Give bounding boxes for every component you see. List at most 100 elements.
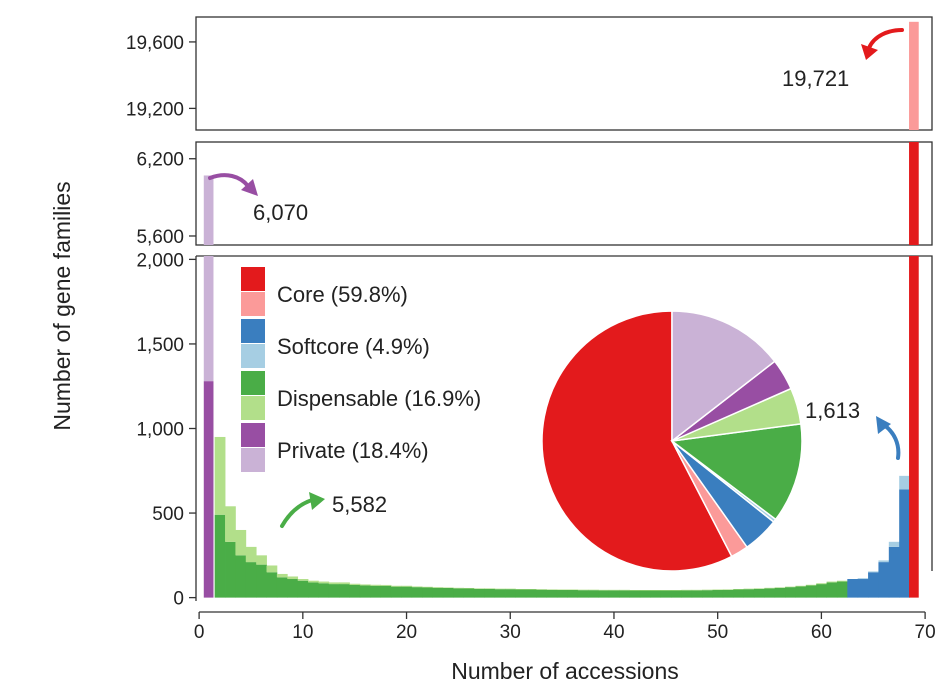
dispensable-bar-61 xyxy=(826,582,838,598)
dispensable-light-bar-26 xyxy=(463,587,475,589)
y-tick-label: 6,200 xyxy=(136,150,184,171)
dispensable-light-bar-17 xyxy=(370,584,382,586)
legend-swatch-light xyxy=(241,292,265,316)
dispensable-light-bar-22 xyxy=(422,586,433,588)
dispensable-bar-24 xyxy=(442,587,454,598)
dispensable-light-bar-45 xyxy=(660,590,672,591)
softcore-bar-68 xyxy=(899,489,910,598)
legend-swatch-light xyxy=(241,344,265,368)
core-bar xyxy=(909,256,919,598)
annotation-core: 19,721 xyxy=(782,66,849,91)
dispensable-light-bar-8 xyxy=(276,573,288,578)
dispensable-light-bar-33 xyxy=(536,589,547,590)
y-tick-label: 1,000 xyxy=(136,420,184,441)
pie-slice-0 xyxy=(541,310,733,572)
dispensable-bar-47 xyxy=(681,590,693,598)
dispensable-light-bar-60 xyxy=(816,583,827,585)
annotation-dispensable: 5,582 xyxy=(332,492,387,517)
dispensable-bar-12 xyxy=(318,583,330,598)
annotation-private: 6,070 xyxy=(253,200,308,225)
softcore-light-bar-68 xyxy=(899,475,910,490)
arrow-softcore xyxy=(882,423,901,460)
dispensable-bar-54 xyxy=(753,588,765,598)
dispensable-bar-37 xyxy=(577,590,589,598)
dispensable-light-bar-38 xyxy=(588,589,599,591)
middle-panel-frame xyxy=(195,141,933,246)
dispensable-bar-19 xyxy=(390,586,402,598)
dispensable-light-bar-55 xyxy=(764,587,776,589)
private-bar xyxy=(203,381,214,598)
legend-label: Softcore (4.9%) xyxy=(277,334,430,359)
dispensable-bar-11 xyxy=(308,582,319,598)
dispensable-light-bar-34 xyxy=(546,589,558,590)
dispensable-light-bar-56 xyxy=(774,587,786,588)
x-tick-label: 10 xyxy=(292,622,313,643)
y-tick-label: 19,200 xyxy=(126,99,184,120)
dispensable-bar-17 xyxy=(370,585,382,598)
dispensable-bar-38 xyxy=(588,590,599,598)
dispensable-light-bar-27 xyxy=(473,588,485,589)
x-tick-label: 0 xyxy=(194,622,205,643)
softcore-light-bar-65 xyxy=(868,571,879,573)
y-tick-label: 500 xyxy=(152,504,184,525)
arrow-dispensable-head xyxy=(309,492,325,510)
annotation-softcore: 1,613 xyxy=(805,398,860,423)
dispensable-light-bar-61 xyxy=(826,581,838,583)
dispensable-bar-34 xyxy=(546,589,558,598)
dispensable-bar-62 xyxy=(836,581,848,598)
legend-swatch-dark xyxy=(241,371,265,395)
dispensable-bar-3 xyxy=(225,541,236,598)
dispensable-light-bar-12 xyxy=(318,581,330,584)
dispensable-light-bar-9 xyxy=(287,576,299,580)
dispensable-bar-60 xyxy=(816,584,827,598)
softcore-bar-63 xyxy=(847,579,859,598)
dispensable-bar-15 xyxy=(349,584,361,598)
dispensable-light-bar-35 xyxy=(556,589,568,591)
dispensable-light-bar-42 xyxy=(629,590,641,591)
dispensable-bar-10 xyxy=(297,580,309,598)
dispensable-light-bar-10 xyxy=(297,579,309,581)
dispensable-bar-9 xyxy=(287,579,299,598)
dispensable-light-bar-47 xyxy=(681,589,693,591)
dispensable-light-bar-31 xyxy=(515,588,527,590)
dispensable-light-bar-40 xyxy=(608,589,620,591)
x-tick-label: 20 xyxy=(396,622,417,643)
dispensable-light-bar-57 xyxy=(785,586,796,588)
legend-swatch-light xyxy=(241,448,265,472)
dispensable-bar-36 xyxy=(567,590,579,598)
arrow-core-head xyxy=(861,44,878,60)
dispensable-light-bar-58 xyxy=(795,585,807,587)
dispensable-light-bar-50 xyxy=(712,589,724,591)
y-axis-title: Number of gene families xyxy=(49,181,75,430)
arrow-softcore-head xyxy=(876,416,891,434)
dispensable-light-bar-3 xyxy=(225,506,236,542)
dispensable-bar-29 xyxy=(494,589,506,598)
dispensable-light-bar-25 xyxy=(453,587,464,589)
dispensable-bar-49 xyxy=(702,590,713,598)
dispensable-light-bar-41 xyxy=(619,589,630,591)
dispensable-light-bar-54 xyxy=(753,588,765,589)
dispensable-bar-46 xyxy=(671,590,682,598)
dispensable-bar-5 xyxy=(245,562,257,598)
dispensable-light-bar-52 xyxy=(733,588,745,590)
core-light-bar-top xyxy=(909,21,919,130)
dispensable-bar-35 xyxy=(556,590,568,598)
dispensable-bar-48 xyxy=(691,590,703,598)
dispensable-bar-58 xyxy=(795,586,807,598)
legend-label: Core (59.8%) xyxy=(277,282,408,307)
private-light-bar-middle xyxy=(203,175,214,245)
dispensable-bar-43 xyxy=(639,590,651,598)
dispensable-light-bar-51 xyxy=(722,589,734,590)
dispensable-bar-16 xyxy=(359,585,371,598)
dispensable-bar-6 xyxy=(256,564,267,598)
legend: Core (59.8%) Softcore (4.9%) Dispensable (… xyxy=(241,267,481,472)
y-tick-label: 1,500 xyxy=(136,335,184,356)
dispensable-light-bar-23 xyxy=(432,587,444,588)
dispensable-light-bar-15 xyxy=(349,583,361,585)
dispensable-light-bar-29 xyxy=(494,588,506,590)
dispensable-bar-45 xyxy=(660,590,672,598)
dispensable-light-bar-59 xyxy=(805,584,817,586)
dispensable-bar-56 xyxy=(774,587,786,598)
dispensable-bar-40 xyxy=(608,590,620,598)
